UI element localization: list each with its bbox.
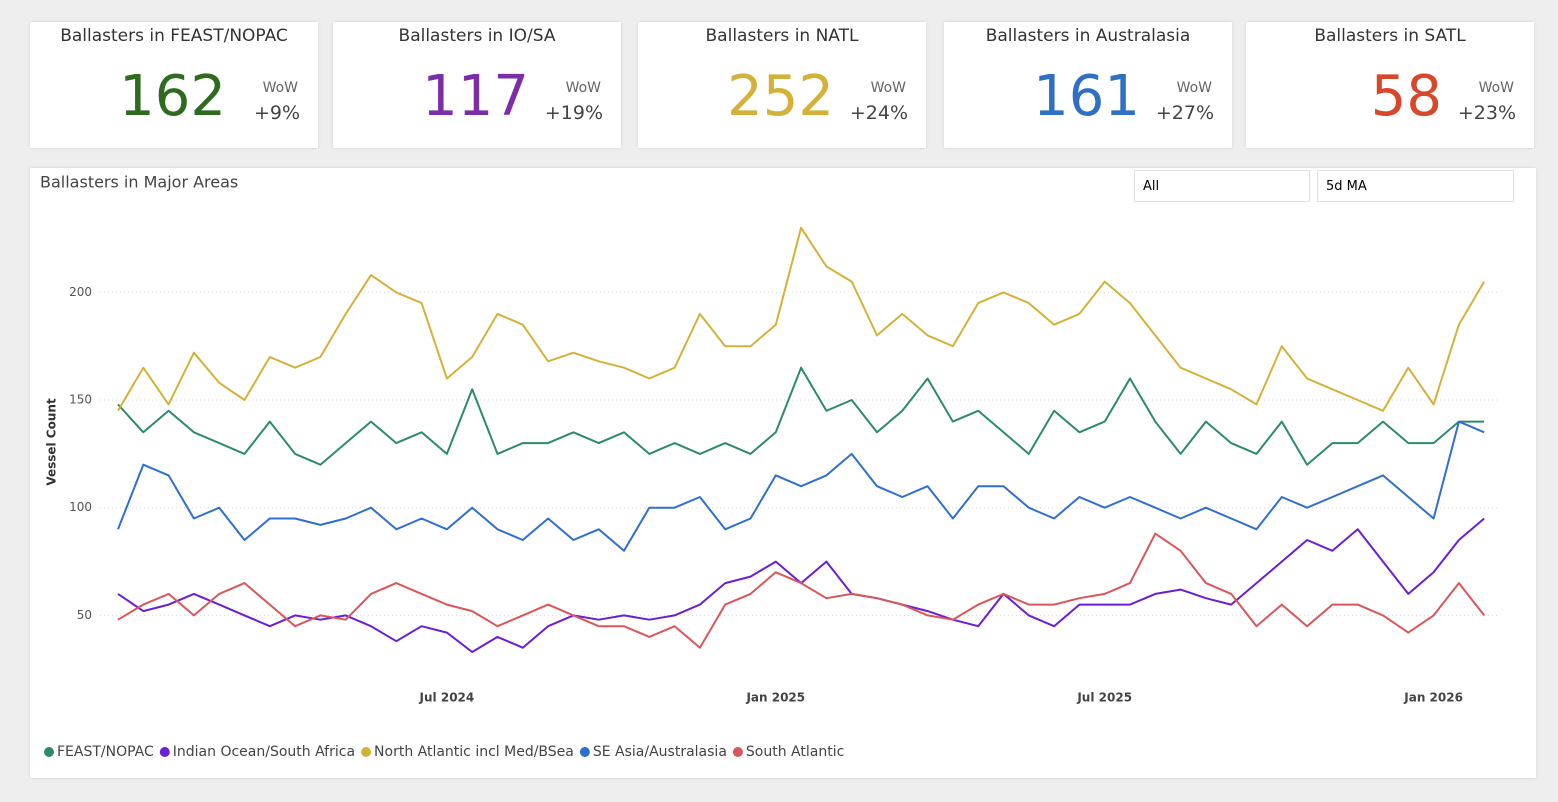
legend-label: SE Asia/Australasia <box>593 744 727 760</box>
kpi-title: Ballasters in FEAST/NOPAC <box>60 26 288 46</box>
kpi-card: Ballasters in NATL 252 WoW +24% <box>638 22 926 148</box>
chart-panel <box>30 168 1536 778</box>
legend-marker <box>579 747 590 757</box>
y-tick-label: 100 <box>69 500 92 514</box>
kpi-title: Ballasters in SATL <box>1314 26 1466 46</box>
kpi-change: +9% <box>253 102 300 124</box>
kpi-card: Ballasters in FEAST/NOPAC 162 WoW +9% <box>30 22 318 148</box>
chart-title: Ballasters in Major Areas <box>40 173 238 192</box>
kpi-card: Ballasters in Australasia 161 WoW +27% <box>944 22 1232 148</box>
legend-marker <box>732 747 743 757</box>
y-tick-label: 200 <box>69 285 92 299</box>
legend-marker <box>159 747 170 757</box>
y-axis-label: Vessel Count <box>45 398 59 486</box>
filter[interactable]: 5d MA <box>1317 170 1514 202</box>
legend-label: Indian Ocean/South Africa <box>173 744 355 760</box>
kpi-change-label: WoW <box>262 80 298 96</box>
y-tick-label: 50 <box>77 608 92 622</box>
kpi-change: +19% <box>544 102 603 124</box>
kpi-card: Ballasters in IO/SA 117 WoW +19% <box>333 22 621 148</box>
kpi-change-label: WoW <box>1176 80 1212 96</box>
kpi-value: 161 <box>1033 64 1140 129</box>
series-line <box>117 420 1485 552</box>
kpi-change: +24% <box>849 102 908 124</box>
legend-marker <box>44 747 54 757</box>
kpi-change: +23% <box>1457 102 1516 124</box>
kpi-title: Ballasters in NATL <box>705 26 859 46</box>
kpi-change-label: WoW <box>1478 80 1514 96</box>
x-tick-label: Jul 2025 <box>1076 691 1132 705</box>
series-line <box>117 517 1485 653</box>
x-tick-label: Jul 2024 <box>419 691 475 705</box>
legend-label: South Atlantic <box>746 744 844 760</box>
legend-marker <box>361 747 372 757</box>
series-line <box>117 366 1485 466</box>
kpi-title: Ballasters in IO/SA <box>398 26 556 46</box>
filter[interactable]: All <box>1134 170 1310 202</box>
kpi-change: +27% <box>1155 102 1214 124</box>
y-tick-label: 150 <box>69 393 92 407</box>
kpi-value: 58 <box>1370 64 1442 129</box>
kpi-change-label: WoW <box>870 80 906 96</box>
series-line <box>117 532 1485 649</box>
kpi-value: 252 <box>727 64 834 129</box>
x-tick-label: Jan 2026 <box>1403 691 1463 705</box>
legend-label: North Atlantic incl Med/BSea <box>374 744 574 760</box>
x-tick-label: Jan 2025 <box>745 691 805 705</box>
series-line <box>117 226 1486 412</box>
kpi-value: 162 <box>119 64 226 129</box>
kpi-title: Ballasters in Australasia <box>985 26 1191 46</box>
legend-label: FEAST/NOPAC <box>57 744 154 760</box>
kpi-change-label: WoW <box>565 80 601 96</box>
kpi-card: Ballasters in SATL 58 WoW +23% <box>1246 22 1534 148</box>
kpi-value: 117 <box>422 64 529 129</box>
